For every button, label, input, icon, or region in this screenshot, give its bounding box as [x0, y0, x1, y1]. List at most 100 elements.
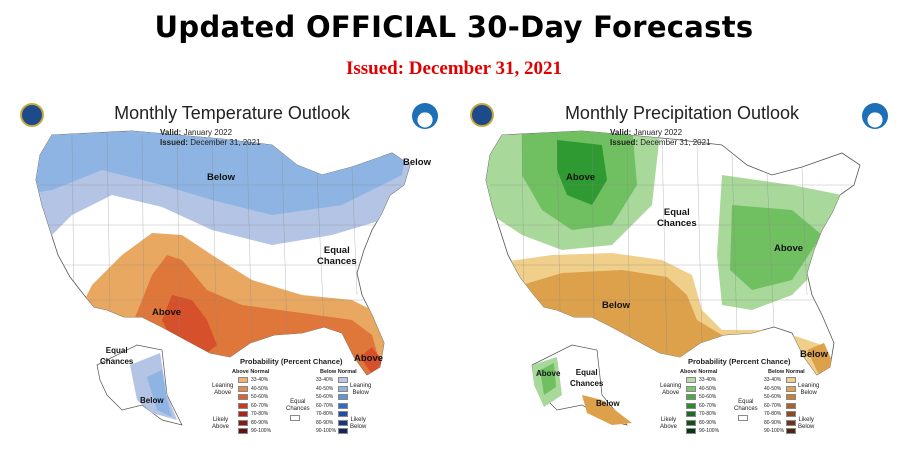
temperature-below-northeast-label: Below: [403, 157, 431, 168]
precipitation-alaska-equal-label: Equal Chances: [570, 368, 604, 388]
legend-below-swatch: [786, 394, 796, 400]
legend-above-range: 50-60%: [251, 394, 269, 400]
temperature-above-south-label: Above: [152, 307, 182, 318]
legend-below-header: Below Normal: [320, 369, 357, 375]
temperature-alaska-below-label: Below: [140, 396, 164, 405]
legend-above-range: 40-50%: [699, 385, 717, 392]
legend-above-range: 70-80%: [699, 411, 717, 417]
legend-likely-below: Likely Below: [798, 417, 815, 430]
legend-above-swatch: [238, 419, 248, 426]
precipitation-outlook-panel: Monthly Precipitation Outlook Valid: Jan…: [462, 95, 902, 455]
legend-equal-swatch: [738, 415, 748, 421]
temperature-below-north-label: Below: [207, 172, 235, 183]
precipitation-map: [485, 130, 861, 426]
legend-above-swatch: [686, 377, 696, 383]
legend-below-range: 90-100%: [764, 428, 785, 434]
legend-above-header: Above Normal: [680, 369, 718, 375]
legend-below-range: 60-70%: [764, 402, 782, 409]
legend-below-swatch: [786, 419, 796, 426]
legend-above-range: 60-70%: [699, 402, 717, 409]
legend-above-range: 80-90%: [699, 419, 717, 426]
temperature-legend: Probability (Percent Chance) Above Norma…: [212, 357, 372, 455]
issued-date: Issued: December 31, 2021: [345, 58, 562, 79]
legend-above-swatch: [238, 411, 248, 417]
legend-likely-above: Likely Above: [660, 417, 678, 430]
legend-below-swatch: [338, 394, 348, 400]
legend-likely-below: Likely Below: [350, 417, 367, 430]
precipitation-above-nw-label: Above: [566, 172, 596, 183]
legend-title: Probability (Percent Chance): [688, 357, 791, 366]
legend-leaning-above: Leaning Above: [660, 383, 682, 396]
noaa-logo: [412, 103, 438, 129]
precipitation-equal-chances-label: Equal Chances: [657, 207, 697, 229]
legend-below-swatch: [338, 419, 348, 426]
temperature-alaska-equal-label: Equal Chances: [100, 346, 134, 366]
legend-above-range: 60-70%: [251, 402, 269, 409]
legend-below-swatch: [786, 402, 796, 409]
legend-equal-chances: Equal Chances: [734, 399, 758, 412]
legend-above-swatch: [238, 377, 248, 383]
precipitation-above-ohio-label: Above: [774, 243, 804, 254]
legend-leaning-below: Leaning Below: [350, 383, 372, 396]
page-title: Updated OFFICIAL 30-Day Forecasts: [154, 10, 754, 44]
noaa-logo: [862, 103, 888, 129]
temperature-map: [35, 130, 411, 426]
temperature-outlook-panel: Monthly Temperature Outlook Valid: Janua…: [12, 95, 452, 455]
precipitation-below-sw-label: Below: [602, 300, 630, 311]
legend-title: Probability (Percent Chance): [240, 357, 343, 366]
legend-above-range: 80-90%: [251, 419, 269, 426]
legend-below-header: Below Normal: [768, 369, 805, 375]
legend-below-range: 50-60%: [316, 394, 334, 400]
department-of-commerce-logo: [470, 103, 494, 127]
legend-below-swatch: [338, 428, 348, 434]
precipitation-alaska-above-label: Above: [536, 369, 561, 378]
legend-above-range: 50-60%: [699, 394, 717, 400]
department-of-commerce-logo: [20, 103, 44, 127]
legend-above-swatch: [686, 385, 696, 392]
precipitation-legend: Probability (Percent Chance) Above Norma…: [660, 357, 820, 455]
legend-above-swatch: [686, 428, 696, 434]
legend-above-swatch: [686, 411, 696, 417]
legend-above-range: 33-40%: [251, 377, 269, 383]
legend-below-range: 40-50%: [316, 385, 334, 392]
legend-above-range: 33-40%: [699, 377, 717, 383]
legend-below-swatch: [786, 428, 796, 434]
legend-below-range: 80-90%: [764, 419, 782, 426]
legend-likely-above: Likely Above: [212, 417, 230, 430]
legend-below-range: 80-90%: [316, 419, 334, 426]
precipitation-alaska-below-label: Below: [596, 399, 620, 408]
legend-above-range: 70-80%: [251, 411, 269, 417]
legend-below-range: 90-100%: [316, 428, 337, 434]
legend-above-range: 90-100%: [699, 428, 720, 434]
legend-leaning-below: Leaning Below: [798, 383, 820, 396]
legend-below-swatch: [338, 402, 348, 409]
legend-above-range: 90-100%: [251, 428, 272, 434]
legend-below-range: 50-60%: [764, 394, 782, 400]
legend-above-header: Above Normal: [232, 369, 270, 375]
legend-below-swatch: [338, 411, 348, 417]
precipitation-below-florida-label: Below: [800, 349, 828, 360]
precipitation-map-title: Monthly Precipitation Outlook: [564, 103, 800, 123]
temperature-meta: Valid: January 2022 Issued: December 31,…: [160, 128, 261, 147]
temperature-above-florida-label: Above: [354, 353, 384, 364]
legend-below-range: 70-80%: [764, 411, 782, 417]
legend-above-swatch: [686, 419, 696, 426]
legend-below-range: 70-80%: [316, 411, 334, 417]
legend-below-swatch: [338, 377, 348, 383]
legend-above-range: 40-50%: [251, 385, 269, 392]
legend-above-swatch: [238, 385, 248, 392]
legend-below-range: 33-40%: [316, 377, 334, 383]
temperature-equal-chances-label: Equal Chances: [317, 245, 357, 267]
legend-equal-chances: Equal Chances: [286, 399, 310, 412]
temperature-map-title: Monthly Temperature Outlook: [114, 103, 350, 123]
legend-below-range: 60-70%: [316, 402, 334, 409]
legend-above-swatch: [686, 394, 696, 400]
legend-below-swatch: [786, 377, 796, 383]
legend-above-swatch: [238, 402, 248, 409]
legend-above-swatch: [238, 428, 248, 434]
legend-below-swatch: [338, 385, 348, 392]
legend-below-range: 33-40%: [764, 377, 782, 383]
precipitation-meta: Valid: January 2022 Issued: December 31,…: [610, 128, 711, 147]
legend-leaning-above: Leaning Above: [212, 383, 234, 396]
legend-equal-swatch: [290, 415, 300, 421]
